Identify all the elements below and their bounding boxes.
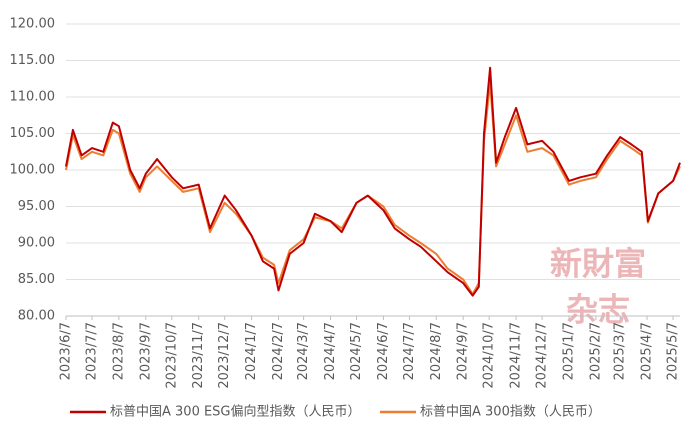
x-tick-label: 2023/12/7 [217, 322, 232, 389]
x-tick-label: 2025/2/7 [588, 322, 603, 380]
x-tick-label: 2024/6/7 [376, 322, 391, 380]
y-tick-label: 105.00 [10, 126, 56, 141]
x-tick-label: 2023/11/7 [191, 322, 206, 389]
line-series [65, 81, 681, 296]
x-tick-label: 2024/4/7 [323, 322, 338, 380]
legend-label: 标普中国A 300指数（人民币） [420, 405, 601, 420]
x-tick-label: 2025/5/7 [666, 322, 681, 380]
x-tick-label: 2024/3/7 [296, 322, 311, 380]
x-tick-label: 2025/1/7 [561, 322, 576, 380]
x-tick-label: 2023/9/7 [138, 322, 153, 380]
x-tick-label: 2024/5/7 [349, 322, 364, 380]
x-tick-label: 2023/8/7 [111, 322, 126, 380]
x-tick-label: 2023/10/7 [164, 322, 179, 389]
x-tick-label: 2023/7/7 [85, 322, 100, 380]
y-tick-label: 80.00 [18, 309, 55, 324]
x-tick-label: 2024/10/7 [482, 322, 497, 389]
x-tick-label: 2024/7/7 [402, 322, 417, 380]
y-tick-label: 85.00 [18, 272, 55, 287]
x-tick-label: 2024/12/7 [535, 322, 550, 389]
x-tick-label: 2023/6/7 [59, 322, 74, 380]
y-tick-label: 95.00 [18, 199, 55, 214]
y-tick-label: 120.00 [10, 17, 56, 32]
x-tick-label: 2024/11/7 [509, 322, 524, 389]
legend-label: 标普中国A 300 ESG偏向型指数（人民币） [110, 404, 361, 420]
x-tick-label: 2025/3/7 [613, 322, 628, 380]
watermark: 杂志 [566, 291, 630, 329]
x-tick-label: 2024/8/7 [429, 322, 444, 380]
line-series [65, 66, 681, 297]
y-tick-label: 110.00 [10, 90, 56, 105]
x-tick-label: 2024/9/7 [456, 322, 471, 380]
y-tick-label: 100.00 [10, 163, 56, 178]
watermark: 新財富 [550, 245, 646, 283]
y-tick-label: 115.00 [10, 53, 56, 68]
y-tick-label: 90.00 [18, 236, 55, 251]
x-tick-label: 2024/2/7 [271, 322, 286, 380]
x-tick-label: 2024/1/7 [244, 322, 259, 380]
x-tick-label: 2025/4/7 [640, 322, 655, 380]
